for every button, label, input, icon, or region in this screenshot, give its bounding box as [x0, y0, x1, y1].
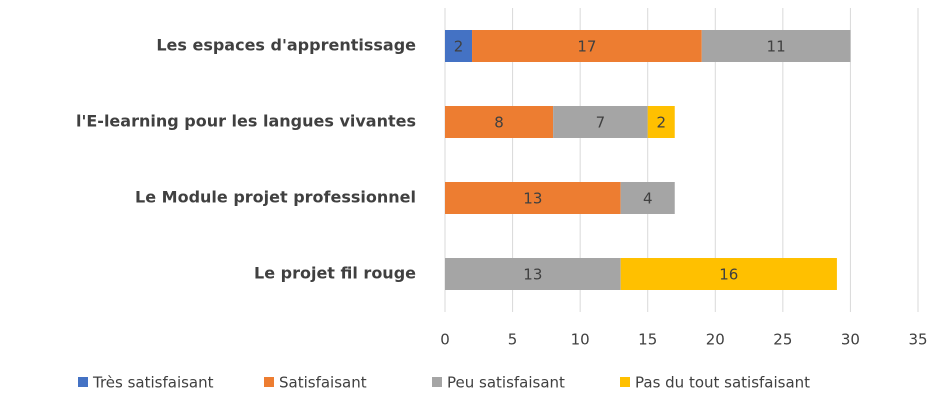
- data-label: 16: [719, 266, 738, 284]
- category-label: l'E-learning pour les langues vivantes: [76, 112, 416, 131]
- x-tick-label: 35: [908, 331, 927, 349]
- data-label: 8: [494, 114, 504, 132]
- legend-label: Peu satisfaisant: [447, 374, 565, 392]
- x-tick-label: 0: [440, 331, 450, 349]
- bar-segment: [553, 106, 648, 138]
- category-label: Le Module projet professionnel: [135, 188, 416, 207]
- category-label: Le projet fil rouge: [254, 264, 416, 283]
- bar-segment: [445, 106, 554, 138]
- bar-segment: [445, 30, 473, 62]
- legend-label: Satisfaisant: [279, 374, 367, 392]
- data-label: 2: [656, 114, 666, 132]
- x-tick-label: 25: [773, 331, 792, 349]
- data-label: 13: [523, 266, 542, 284]
- x-tick-label: 30: [841, 331, 860, 349]
- bar-segment: [445, 258, 621, 290]
- x-tick-label: 5: [508, 331, 518, 349]
- bar-segment: [472, 30, 702, 62]
- bar-segment: [701, 30, 851, 62]
- legend-swatch: [432, 377, 442, 387]
- x-tick-label: 10: [571, 331, 590, 349]
- legend-swatch: [264, 377, 274, 387]
- data-label: 17: [577, 38, 596, 56]
- category-label: Les espaces d'apprentissage: [156, 36, 416, 55]
- bar-segment: [445, 182, 621, 214]
- legend-swatch: [620, 377, 630, 387]
- x-tick-label: 15: [638, 331, 657, 349]
- legend-label: Pas du tout satisfaisant: [635, 374, 810, 392]
- legend-label: Très satisfaisant: [92, 374, 214, 392]
- bar-segment: [620, 182, 675, 214]
- data-label: 4: [643, 190, 653, 208]
- data-label: 7: [596, 114, 606, 132]
- bar-segment: [620, 258, 837, 290]
- x-tick-label: 20: [706, 331, 725, 349]
- legend-swatch: [78, 377, 88, 387]
- data-label: 2: [454, 38, 464, 56]
- data-label: 13: [523, 190, 542, 208]
- data-label: 11: [767, 38, 786, 56]
- bar-segment: [647, 106, 675, 138]
